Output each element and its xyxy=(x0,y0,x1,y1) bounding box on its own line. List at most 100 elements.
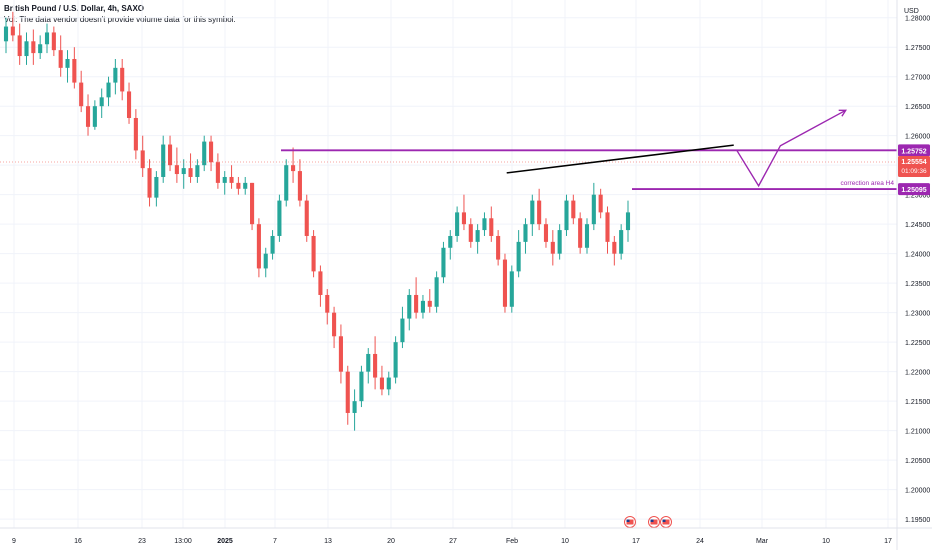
x-tick-label: 13 xyxy=(324,538,332,545)
candle-body xyxy=(496,235,501,260)
symbol-title[interactable]: British Pound / U.S. Dollar, 4h, SAXO xyxy=(4,4,145,13)
candle-body xyxy=(263,253,268,269)
x-tick-label: 2025 xyxy=(217,538,233,545)
x-tick-label: 9 xyxy=(12,538,16,545)
y-tick-label: 1.21000 xyxy=(905,429,930,436)
candle-body xyxy=(120,67,125,92)
candle-body xyxy=(468,224,473,242)
candle-body xyxy=(215,162,220,183)
candle-body xyxy=(10,26,15,36)
candle-body xyxy=(126,91,132,118)
x-tick-label: 27 xyxy=(449,538,457,545)
candle-body xyxy=(277,200,282,236)
y-tick-label: 1.23500 xyxy=(905,281,930,288)
flag-stripes xyxy=(626,519,634,525)
y-tick-label: 1.20500 xyxy=(905,458,930,465)
candle-body xyxy=(65,58,70,68)
y-tick-label: 1.27000 xyxy=(905,75,930,82)
candle-body xyxy=(400,318,405,343)
candle-body xyxy=(318,271,323,295)
candle-body xyxy=(229,176,234,183)
candle-body xyxy=(455,212,460,236)
countdown-label: 01:09:36 xyxy=(901,168,927,175)
candle-body xyxy=(373,353,378,378)
annotation-label: correction area H4 xyxy=(841,180,895,187)
x-tick-label: 23 xyxy=(138,538,146,545)
events-layer xyxy=(624,516,672,528)
candle-body xyxy=(58,50,63,68)
drawings: correction area H4 xyxy=(0,109,897,190)
candle-body xyxy=(564,200,569,231)
y-tick-label: 1.21500 xyxy=(905,399,930,406)
x-tick-label: 17 xyxy=(632,538,640,545)
flag-icon[interactable] xyxy=(660,516,672,528)
candle-body xyxy=(571,200,576,219)
candle-body xyxy=(85,106,91,127)
y-tick-label: 1.25000 xyxy=(905,193,930,200)
y-tick-label: 1.23000 xyxy=(905,311,930,318)
flag-canton xyxy=(650,519,654,522)
candle-body xyxy=(154,176,159,198)
volume-note: Vol: The data vendor doesn't provide vol… xyxy=(4,15,236,24)
candle-body xyxy=(366,353,371,372)
level-badge-bg xyxy=(898,183,930,196)
x-tick-label: Feb xyxy=(506,538,518,545)
candle-body xyxy=(359,371,364,402)
x-tick-label: 10 xyxy=(561,538,569,545)
candle-body xyxy=(113,67,118,83)
candle-body xyxy=(427,300,432,307)
candle-body xyxy=(386,377,391,390)
candle-body xyxy=(174,165,179,175)
y-tick-label: 1.22000 xyxy=(905,370,930,377)
flag-icon[interactable] xyxy=(624,516,636,528)
candle-body xyxy=(448,235,453,248)
candle-body xyxy=(44,32,50,45)
candle-body xyxy=(516,241,521,272)
y-tick-label: 1.20000 xyxy=(905,488,930,495)
candle-body xyxy=(181,168,186,175)
candle-body xyxy=(584,224,590,248)
grid xyxy=(0,0,897,528)
y-tick-label: 1.24500 xyxy=(905,222,930,229)
candle-body xyxy=(250,182,255,225)
candle-body xyxy=(407,294,412,319)
candle-body xyxy=(304,200,309,236)
candles xyxy=(3,11,631,431)
candle-body xyxy=(475,230,480,242)
level-badge: 1.25752 xyxy=(901,148,926,155)
candle-body xyxy=(243,182,248,189)
projection-path xyxy=(736,109,847,188)
candle-body xyxy=(420,300,425,313)
candle-body xyxy=(256,224,261,269)
candle-body xyxy=(543,224,549,242)
candle-body xyxy=(99,97,104,107)
candle-body xyxy=(297,171,302,201)
level-badge: 1.25095 xyxy=(901,187,926,194)
candle-body xyxy=(325,294,330,313)
candle-body xyxy=(291,165,296,172)
candle-body xyxy=(550,241,555,254)
candle-body xyxy=(311,235,316,272)
current-price-label: 1.25554 xyxy=(901,159,926,166)
candle-body xyxy=(3,26,9,42)
flag-icon[interactable] xyxy=(648,516,660,528)
candle-body xyxy=(167,144,173,166)
currency-label: USD xyxy=(904,8,919,15)
flag-stripes xyxy=(650,519,658,525)
flag-stripes xyxy=(662,519,670,525)
x-tick-label: 13:00 xyxy=(174,538,192,545)
x-tick-label: 7 xyxy=(273,538,277,545)
candle-body xyxy=(598,194,603,213)
candle-body xyxy=(17,35,22,57)
candle-body xyxy=(236,182,241,189)
candle-body xyxy=(284,165,289,201)
candle-body xyxy=(31,41,36,54)
candle-body xyxy=(133,117,138,151)
current-price-badge-bg xyxy=(898,155,930,177)
candle-body xyxy=(209,141,214,163)
candle-body xyxy=(51,32,56,51)
candle-body xyxy=(161,144,166,177)
candle-body xyxy=(612,241,617,254)
